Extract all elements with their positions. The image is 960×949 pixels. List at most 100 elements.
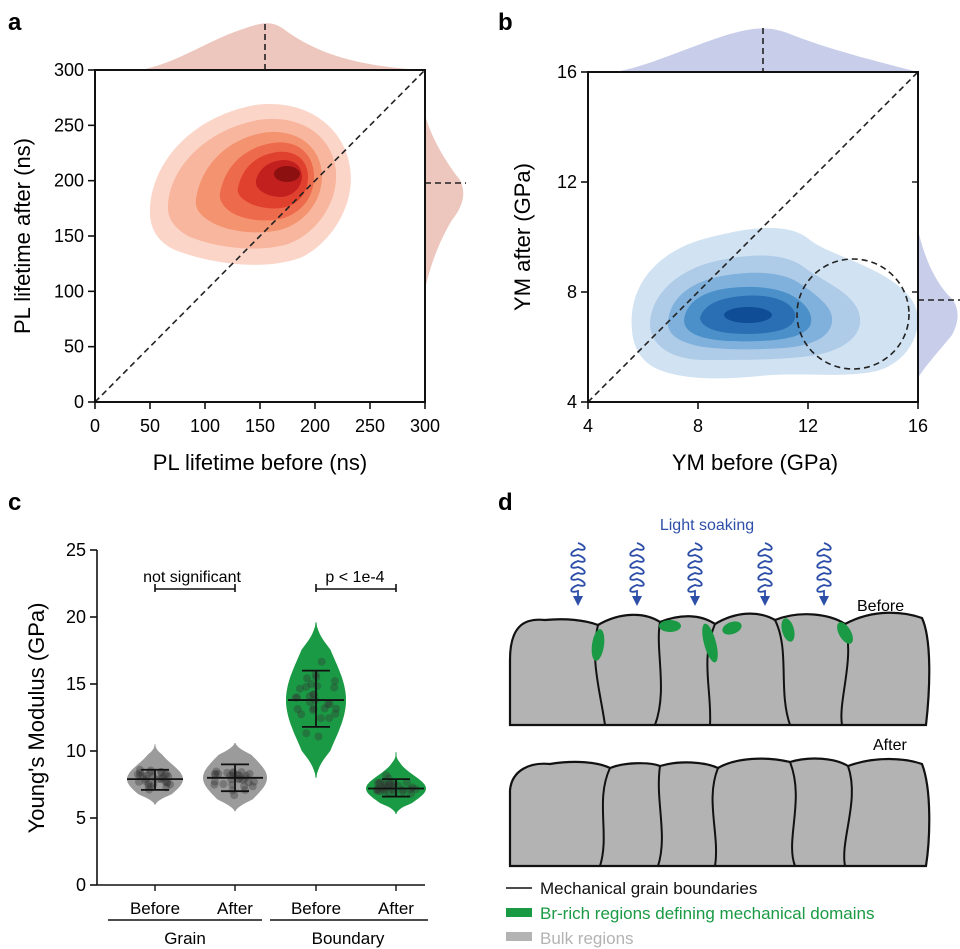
legend-swatch-br-rich [506,908,532,917]
sample-point [373,779,382,787]
y-tick-label-c-4: 20 [66,607,86,627]
y-tick-label-1-3: 16 [557,62,577,82]
sample-point [210,769,219,778]
identity-line-a [94,69,426,403]
category-label-0: Before [130,899,180,918]
sample-point [307,680,316,689]
panel-label-d: d [498,489,513,516]
sample-point [384,788,393,797]
sample-point [214,769,223,778]
sample-point [223,768,232,777]
after-label: After [873,737,907,754]
sample-point [323,700,332,709]
identity-line-b [587,71,919,403]
sample-point [297,710,306,719]
group-label-boundary: Boundary [312,929,385,948]
y-tick-label-0-4: 200 [54,171,84,191]
sample-point [402,778,411,787]
contour-level-7-a [274,166,300,182]
y-axis-label-a: PL lifetime after (ns) [10,138,35,334]
y-tick-label-c-3: 15 [66,674,86,694]
light-arrowhead-4 [819,596,829,606]
x-axis-label-b: YM before (GPa) [672,450,838,475]
contour-level-6-b [724,307,772,323]
marginal-top-b [615,28,918,72]
sample-point [136,765,144,774]
sample-point [375,779,384,788]
sample-point [142,771,151,780]
x-tick-label-0-6: 300 [410,416,440,436]
sample-point [293,705,302,713]
sample-point [163,778,172,787]
panel-label-c: c [8,489,21,516]
sample-point [408,783,417,792]
grain-boundary-before-4 [774,619,791,726]
grain-boundary-after-2 [657,765,663,867]
highlight-circle-b [796,258,910,370]
sample-point [211,770,220,779]
sample-point [316,714,325,723]
y-tick-label-1-1: 8 [567,282,577,302]
panel-b: b 4 8 12 16 4 8 12 16 YM before (GPa) YM after … [498,9,960,475]
light-wave-0 [570,542,586,600]
sample-point [210,777,219,786]
points-grain-before [133,765,175,794]
light-arrowhead-2 [690,596,700,606]
sample-point [230,791,239,800]
sample-point [380,779,389,788]
x-tick-label-1-3: 16 [908,416,928,436]
sample-point [249,777,258,786]
y-axis-label-b: YM after (GPa) [510,163,535,311]
y-tick-label-c-2: 10 [66,741,86,761]
sample-point [309,706,317,714]
category-label-2: Before [291,899,341,918]
sample-point [305,692,314,701]
plot-frame-b [587,71,919,403]
light-arrows [570,542,832,606]
sample-point [144,779,153,788]
bracket-grain [154,584,236,592]
light-arrowhead-3 [760,596,770,606]
marginal-right-b [918,230,958,378]
panel-d: d Light soaking Before After [498,489,931,948]
sample-point [144,782,153,791]
sample-point [382,771,391,780]
br-rich-region-3 [702,623,718,663]
sample-point [303,674,312,683]
marginal-right-a [425,115,464,290]
y-tick-label-0-5: 250 [54,115,84,135]
sample-point [384,781,393,790]
y-tick-label-0-1: 50 [64,337,84,357]
br-rich-region-5 [781,618,795,642]
y-tick-label-0-2: 100 [54,281,84,301]
sample-point [314,732,323,741]
sample-point [219,780,228,789]
annotation-grain: not significant [143,569,241,586]
sample-point [384,774,393,783]
x-tick-label-0-3: 150 [245,416,275,436]
legend-label-boundaries: Mechanical grain boundaries [540,879,757,898]
axes-a: 0 50 100 150 200 250 300 0 50 100 150 200 250 300 [54,60,440,436]
light-wave-3 [757,542,773,600]
sample-point [302,729,311,738]
sample-point [138,772,147,781]
sample-point [162,770,171,779]
y-tick-label-0-6: 300 [54,60,84,80]
film-after-bulk [508,757,931,868]
sample-point [331,709,340,718]
sample-point [240,782,249,790]
y-tick-label-c-5: 25 [66,540,86,560]
marginal-top-a [140,23,425,70]
panel-c: c 0 5 10 15 20 25 not significant p < 1e-4 Be… [8,489,428,948]
x-tick-label-1-2: 12 [798,416,818,436]
density-contours-b [631,227,918,379]
y-tick-label-0-3: 150 [54,226,84,246]
violins-c [127,622,426,814]
panel-label-b: b [498,9,513,36]
grain-boundary-after-4 [789,761,797,867]
sample-point [212,767,221,776]
br-rich-region-4 [722,621,742,635]
light-wave-2 [687,542,703,600]
sample-point [234,774,243,783]
